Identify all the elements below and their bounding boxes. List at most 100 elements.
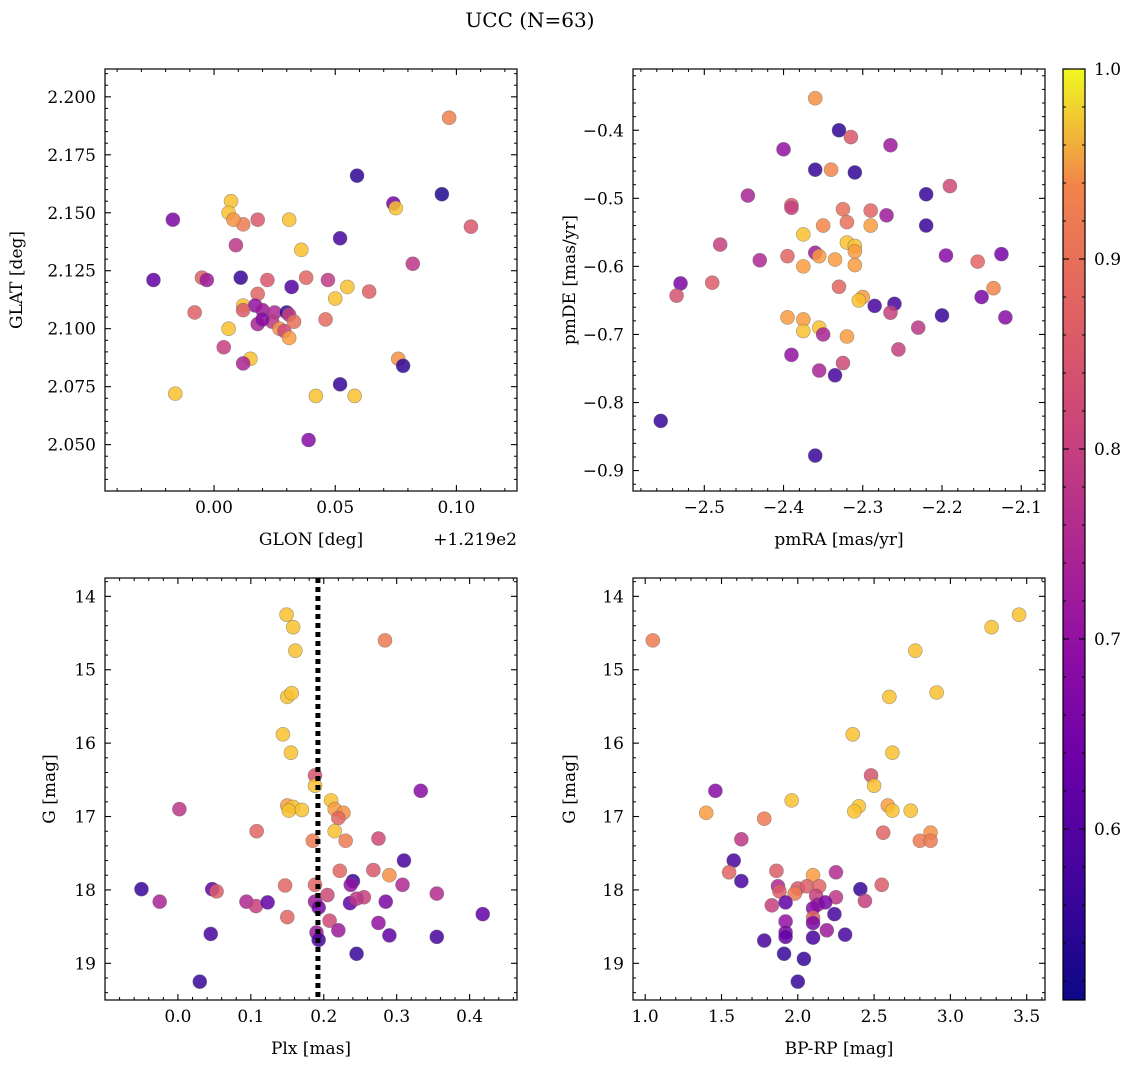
panel-glon-glat: 0.00 0.05 0.10 2.050 2.075 2.100 2.125 2.150 2.1…: [7, 68, 518, 550]
scatter-point: [294, 802, 310, 818]
scatter-point: [429, 886, 445, 901]
scatter-point: [847, 257, 863, 273]
scatter-point: [756, 811, 772, 827]
x-tick-label: 0.1: [237, 1007, 264, 1027]
scatter-point: [338, 833, 353, 849]
x-tick-label: 1.0: [632, 1007, 659, 1027]
scatter-point: [847, 244, 863, 259]
y-tick-label: 2.175: [47, 146, 96, 166]
y-tick-label: 2.050: [47, 436, 96, 456]
scatter-point: [327, 823, 342, 839]
scatter-point: [331, 810, 346, 826]
scatter-point: [847, 165, 863, 180]
scatter-point: [784, 200, 799, 216]
y-tick-label: 14: [74, 587, 96, 607]
y-tick-label: −0.8: [583, 394, 624, 414]
scatter-point: [413, 783, 429, 799]
scatter-point: [146, 272, 161, 288]
y-tick-label: 19: [74, 954, 96, 974]
y-tick-label: 19: [602, 954, 624, 974]
scatter-point: [441, 110, 457, 125]
x-tick-label: −2.5: [684, 498, 725, 518]
scatter-point: [998, 310, 1013, 325]
scatter-point: [790, 974, 806, 989]
scatter-point: [331, 922, 346, 938]
scatter-point: [835, 201, 851, 217]
scatter-point: [796, 323, 811, 339]
scatter-point: [784, 347, 799, 363]
scatter-point: [371, 915, 386, 931]
colorbar-gradient: [1062, 68, 1086, 1001]
scatter-point: [708, 783, 723, 799]
scatter-point: [371, 831, 386, 846]
scatter-point: [994, 246, 1009, 262]
y-axis-label: G [mag]: [560, 754, 580, 823]
scatter-point: [203, 926, 219, 942]
scatter-point: [776, 142, 791, 157]
scatter-point: [815, 218, 831, 233]
scatter-point: [260, 272, 275, 288]
scatter-point: [740, 188, 756, 203]
scatter-point: [249, 823, 264, 839]
y-tick-label: 18: [74, 881, 96, 901]
scatter-point: [134, 881, 149, 897]
scatter-point: [805, 930, 821, 945]
scatter-point: [255, 312, 270, 327]
scatter-point: [984, 619, 999, 635]
scatter-point: [366, 862, 381, 878]
colorbar-tick-label: 0.8: [1094, 440, 1121, 460]
scatter-point: [874, 877, 890, 893]
x-tick-label: 0.05: [316, 498, 354, 518]
y-tick-label: 17: [74, 808, 96, 828]
scatter-point: [318, 312, 333, 327]
panel-bprp-g: 1.0 1.5 2.0 2.5 3.0 3.5 14 15 16 17 18 19 BP-RP [mag…: [560, 577, 1046, 1059]
y-axis-label: pmDE [mas/yr]: [560, 215, 580, 345]
scatter-point: [923, 833, 938, 849]
scatter-point: [845, 727, 861, 742]
scatter-point: [286, 314, 302, 330]
scatter-point: [377, 633, 393, 648]
scatter-point: [395, 358, 411, 374]
scatter-point: [807, 90, 823, 106]
scatter-point: [320, 887, 335, 903]
scatter-point: [778, 929, 793, 945]
scatter-point: [867, 298, 882, 314]
panel-plx-g: 0.0 0.1 0.2 0.3 0.4 14 15 16 17 18 19 Plx [mas] G [m…: [40, 577, 518, 1059]
scatter-point: [340, 279, 355, 295]
scatter-point: [839, 329, 855, 344]
y-tick-label: −0.7: [583, 325, 624, 345]
y-tick-label: −0.9: [583, 462, 624, 482]
scatter-point: [831, 279, 847, 295]
scatter-point: [784, 793, 799, 808]
scatter-point: [805, 867, 821, 883]
scatter-point: [167, 386, 183, 401]
scatter-point: [752, 252, 768, 268]
y-tick-label: 18: [602, 881, 624, 901]
scatter-point: [308, 388, 324, 404]
scatter-point: [283, 745, 299, 760]
scatter-point: [395, 877, 410, 893]
scatter-point: [347, 388, 362, 404]
scatter-point: [882, 689, 897, 705]
scatter-point: [831, 122, 847, 138]
scatter-point: [294, 242, 309, 258]
scatter-point: [349, 891, 364, 907]
scatter-point: [819, 922, 835, 938]
scatter-point: [885, 745, 900, 760]
scatter-point: [805, 915, 821, 931]
x-tick-label: 0.00: [195, 498, 233, 518]
scatter-point: [301, 432, 316, 448]
scatter-point: [327, 291, 343, 306]
scatter-point: [918, 218, 934, 233]
scatter-point: [320, 272, 336, 288]
scatter-point: [879, 208, 894, 223]
scatter-point: [934, 308, 950, 323]
scatter-point: [712, 237, 728, 252]
scatter-point: [298, 270, 314, 285]
x-tick-label: 0.4: [456, 1007, 483, 1027]
scatter-point: [434, 186, 450, 202]
scatter-point: [811, 363, 827, 378]
scatter-point: [827, 367, 843, 383]
panel-pmra-pmde: −2.5 −2.4 −2.3 −2.2 −2.1 −0.9 −0.8 −0.7 −0.6 −0.5…: [560, 68, 1046, 550]
y-axis-label: GLAT [deg]: [7, 231, 27, 329]
